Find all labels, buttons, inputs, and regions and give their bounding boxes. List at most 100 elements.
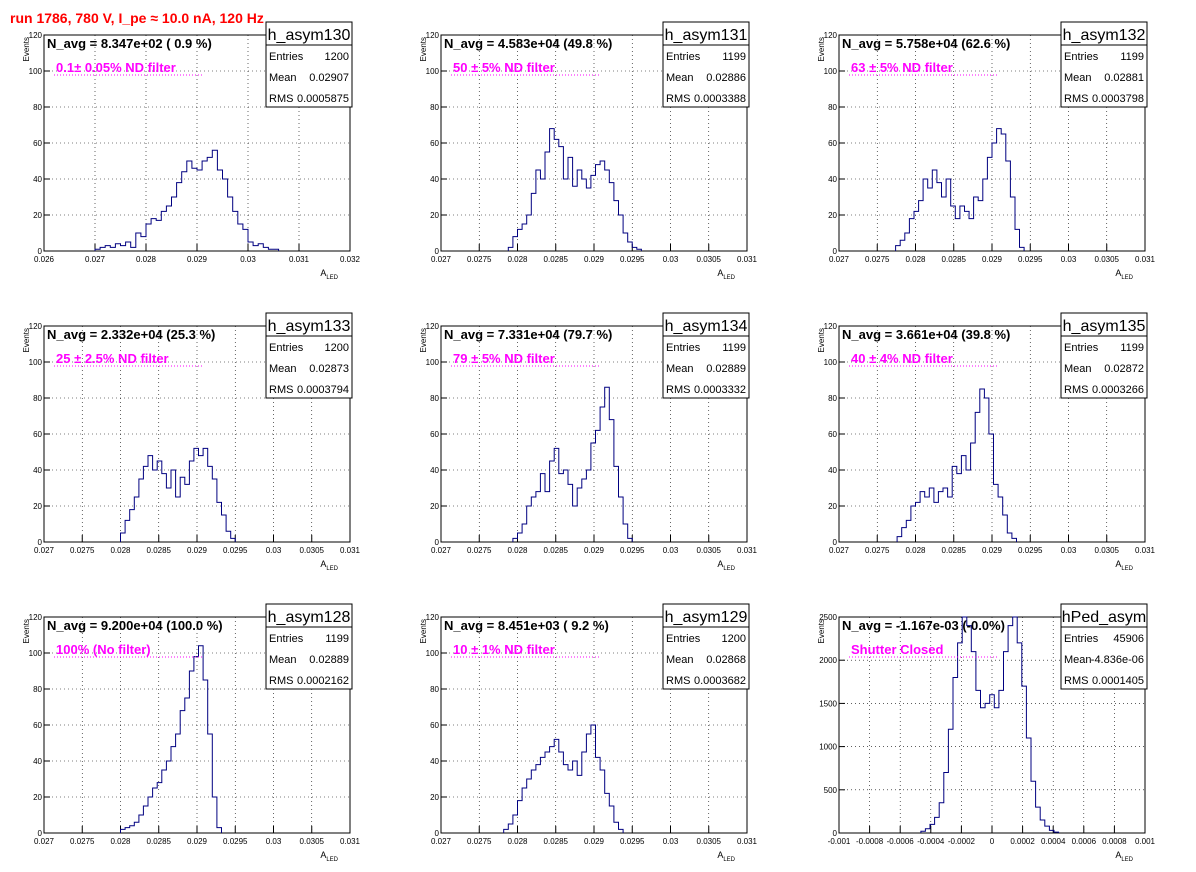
stats-mean-label: Mean [1064,72,1092,84]
x-tick-label: 0.0006 [1072,837,1097,846]
histogram-bin [902,528,907,542]
histogram-bin [522,788,527,833]
stats-rms-value: 0.0003682 [694,675,746,687]
stats-entries-label: Entries [666,51,701,63]
histogram-bin [906,520,911,542]
stats-rms-label: RMS [1064,675,1088,687]
y-tick-label: 120 [426,322,440,331]
histogram-series-line [120,447,236,542]
y-tick-label: 120 [426,31,440,40]
histogram-bin [957,474,962,542]
x-tick-label: 0.03 [1061,255,1077,264]
histogram-bin [550,461,555,542]
x-tick-label: 0.03 [663,546,679,555]
x-tick-label: 0.028 [507,546,528,555]
histogram-bin [536,765,541,833]
histogram-bin [974,197,979,251]
x-tick-label: 0.028 [110,546,131,555]
histogram-bin [938,492,943,542]
histogram-bin [596,757,601,833]
histogram-bin [928,188,933,251]
histogram-bin [199,646,204,833]
navg-label: N_avg = 5.758e+04 (62.6 %) [842,36,1010,51]
histogram-bin [226,531,231,542]
histogram-bin [987,157,992,251]
histogram-bin [508,247,513,251]
histogram-bin [146,224,151,251]
x-tick-label: 0.0305 [1095,255,1120,264]
histogram-bin [897,537,902,542]
histogram-bin [965,211,970,251]
x-tick-label: 0.031 [737,255,758,264]
histogram-bin [605,793,610,833]
y-tick-label: 40 [430,757,439,766]
histogram-bin [527,779,532,833]
y-tick-label: 40 [828,175,837,184]
x-tick-label: 0.0295 [620,837,645,846]
histogram-bin [953,678,958,834]
navg-label: N_avg = 4.583e+04 (49.8 %) [444,36,612,51]
x-tick-label: 0.001 [1135,837,1156,846]
x-tick-label: 0.029 [187,255,208,264]
histogram-bin [540,757,545,833]
histogram-series-line [895,128,1025,251]
stats-mean-label: Mean [666,72,694,84]
histogram-name: h_asym131 [665,27,748,44]
x-tick-label: 0.031 [289,255,310,264]
histogram-bin [568,484,573,542]
histogram-bin [563,765,568,833]
histogram-bin [984,398,989,542]
histogram-bin [930,824,935,833]
histogram-bin [978,201,983,251]
stats-box [1060,626,1148,690]
histogram-panel-h_asym131: 0 20 40 60 80 100 120 0.027 0.0275 0.028 0.0285 0.0… [419,21,758,281]
histogram-bin [623,524,628,542]
histogram-bin [126,242,131,251]
histogram-bin [961,456,966,542]
histogram-bin [605,387,610,542]
histogram-bin [100,247,105,251]
histogram-bin [185,698,190,833]
histogram-bin [134,822,139,833]
x-tick-label: 0 [990,837,995,846]
x-tick-label: 0.031 [737,546,758,555]
filter-annotation: 25 ± 2.5% ND filter [56,351,169,366]
y-tick-label: 0 [435,538,440,547]
y-tick-label: 1000 [819,743,837,752]
histogram-bin [962,617,967,833]
histogram-bin [619,829,624,833]
histogram-bin [513,237,518,251]
x-tick-label: 0.028 [507,255,528,264]
stats-mean-value: 0.02873 [309,363,349,375]
histogram-bin [536,170,541,251]
histogram-bin [1004,652,1009,833]
histogram-bin [156,220,161,251]
histogram-series-line [94,149,280,251]
histogram-bin [208,466,213,542]
histogram-bin [208,734,213,833]
histogram-bin [934,502,939,542]
x-tick-label: 0.0285 [147,837,172,846]
y-tick-label: 120 [824,322,838,331]
histogram-bin [166,488,171,542]
stats-rms-label: RMS [269,675,293,687]
histogram-bin [916,502,921,542]
histogram-bin [559,752,564,833]
histogram-bin [151,219,156,251]
stats-rms-label: RMS [1064,384,1088,396]
histogram-bin [531,770,536,833]
histogram-bin [1013,617,1018,833]
histogram-bin [153,788,158,833]
stats-entries-value: 1199 [325,633,349,645]
y-tick-label: 120 [29,322,43,331]
histogram-bin [582,179,587,251]
histogram-bin [596,165,601,251]
x-tick-label: -0.0002 [948,837,976,846]
x-axis-label: ALED [717,268,735,281]
histogram-bin [199,456,204,542]
histogram-bin [176,734,181,833]
histogram-bin [582,752,587,833]
histogram-bin [923,179,928,251]
navg-label: N_avg = 7.331e+04 (79.7 %) [444,327,612,342]
histogram-bin [628,242,633,251]
